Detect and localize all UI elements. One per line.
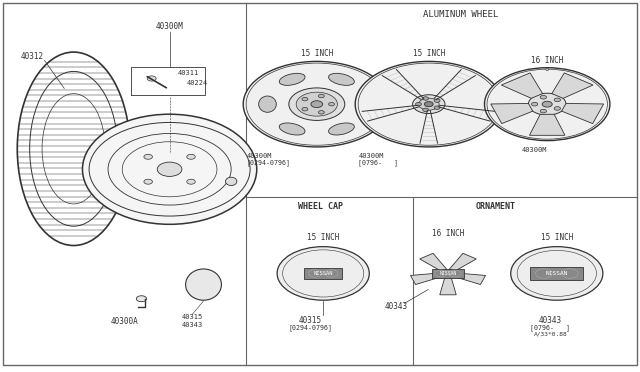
Ellipse shape [259, 96, 276, 112]
Text: 40343: 40343 [385, 302, 408, 311]
Circle shape [147, 76, 156, 81]
Text: 40315: 40315 [299, 316, 322, 325]
Ellipse shape [328, 73, 355, 85]
Text: A/33*0.88: A/33*0.88 [534, 331, 567, 337]
Text: 40300M: 40300M [358, 153, 384, 159]
Text: 40300M: 40300M [522, 147, 547, 153]
Polygon shape [491, 103, 532, 124]
Text: NISSAN: NISSAN [314, 271, 333, 276]
Text: ALUMINUM WHEEL: ALUMINUM WHEEL [423, 10, 499, 19]
Text: 15 INCH: 15 INCH [413, 49, 445, 58]
Text: NISSAN: NISSAN [545, 271, 568, 276]
Polygon shape [449, 253, 476, 272]
Text: 40300A: 40300A [111, 317, 139, 326]
Circle shape [319, 110, 324, 114]
Text: NISSAN: NISSAN [440, 271, 456, 276]
Ellipse shape [279, 123, 305, 135]
Circle shape [296, 92, 337, 116]
Text: 16 INCH: 16 INCH [432, 229, 464, 238]
Text: 15 INCH: 15 INCH [541, 233, 573, 242]
Circle shape [529, 93, 566, 115]
Circle shape [531, 102, 538, 106]
Text: 40343: 40343 [539, 316, 562, 325]
Circle shape [144, 154, 152, 159]
Circle shape [328, 102, 335, 106]
Circle shape [415, 102, 422, 106]
Circle shape [424, 102, 433, 107]
FancyBboxPatch shape [530, 266, 584, 280]
Text: [0294-0796]: [0294-0796] [289, 324, 332, 331]
Circle shape [289, 88, 345, 121]
Text: [0796-   ]: [0796- ] [531, 324, 570, 331]
Text: 40315: 40315 [181, 314, 203, 320]
Circle shape [542, 101, 552, 107]
Text: 40300M: 40300M [246, 153, 272, 159]
Polygon shape [410, 273, 443, 285]
Text: WHEEL CAP: WHEEL CAP [298, 202, 342, 211]
Ellipse shape [186, 269, 221, 300]
Circle shape [144, 179, 152, 184]
Circle shape [136, 296, 147, 302]
Text: 40300M: 40300M [156, 22, 184, 31]
Circle shape [546, 68, 548, 70]
Circle shape [422, 108, 429, 112]
Circle shape [434, 106, 440, 109]
Circle shape [243, 61, 390, 147]
Ellipse shape [328, 123, 355, 135]
Text: 40343: 40343 [181, 322, 203, 328]
Circle shape [484, 68, 610, 141]
Text: [0796-   ]: [0796- ] [358, 159, 398, 166]
Circle shape [311, 101, 323, 108]
Ellipse shape [225, 177, 237, 186]
Text: 40312: 40312 [20, 52, 44, 61]
Text: ORNAMENT: ORNAMENT [476, 202, 516, 211]
Circle shape [554, 98, 561, 102]
Circle shape [434, 99, 440, 102]
Circle shape [511, 247, 603, 300]
Polygon shape [562, 103, 604, 124]
FancyBboxPatch shape [305, 268, 342, 279]
Text: 16 INCH: 16 INCH [531, 56, 563, 65]
Circle shape [302, 108, 308, 111]
Circle shape [302, 97, 308, 101]
FancyBboxPatch shape [431, 269, 465, 278]
Circle shape [187, 179, 195, 184]
Circle shape [422, 97, 429, 100]
Polygon shape [453, 273, 486, 285]
Circle shape [187, 154, 195, 159]
Polygon shape [501, 73, 543, 98]
Text: 15 INCH: 15 INCH [301, 49, 333, 58]
Circle shape [277, 247, 369, 300]
Ellipse shape [357, 96, 375, 112]
Circle shape [540, 109, 547, 113]
Polygon shape [420, 253, 447, 272]
Text: 40224: 40224 [187, 80, 208, 86]
Text: [0294-0796]: [0294-0796] [246, 159, 291, 166]
Polygon shape [440, 277, 456, 295]
Ellipse shape [83, 114, 257, 224]
Ellipse shape [279, 73, 305, 85]
Circle shape [554, 107, 561, 110]
Circle shape [413, 95, 445, 113]
Circle shape [355, 61, 502, 147]
Circle shape [419, 98, 439, 110]
Circle shape [540, 95, 547, 99]
Circle shape [319, 94, 324, 98]
Polygon shape [529, 114, 565, 135]
Polygon shape [552, 73, 593, 98]
Text: 40311: 40311 [178, 70, 199, 76]
Text: 15 INCH: 15 INCH [307, 233, 339, 242]
Circle shape [157, 162, 182, 176]
